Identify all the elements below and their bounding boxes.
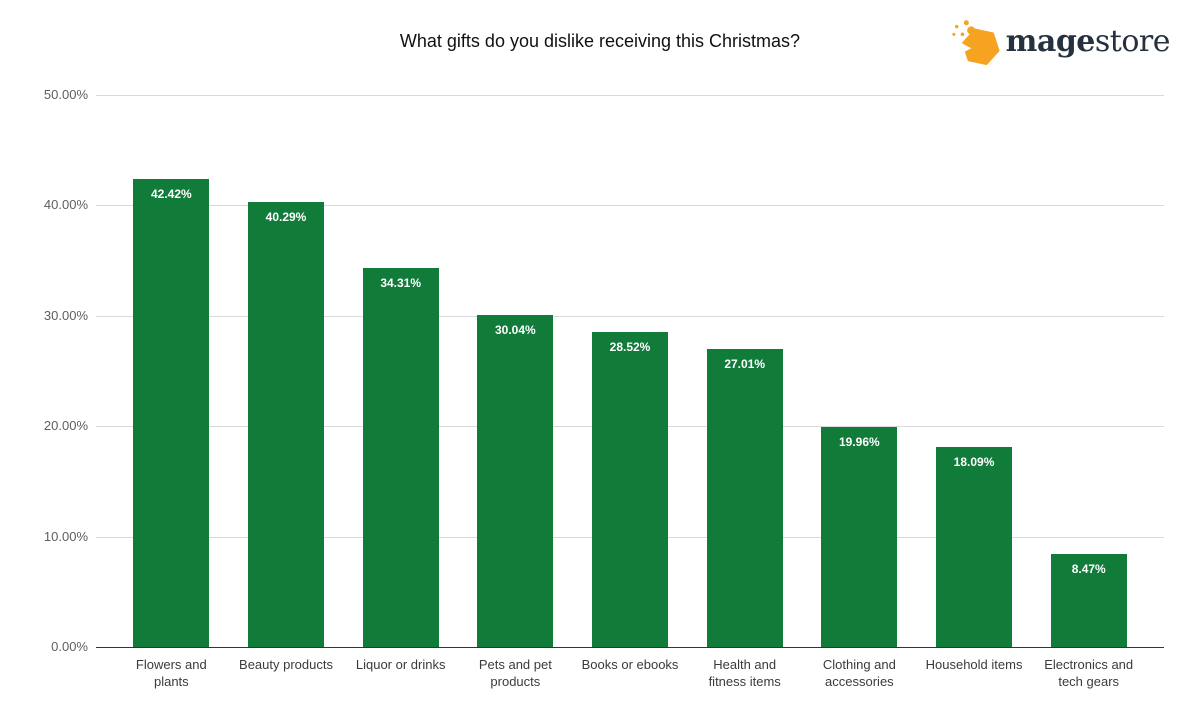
bar-value-label: 34.31%: [380, 276, 422, 291]
magestore-hexagon-icon: [951, 20, 1000, 66]
magestore-logo-text: magestore: [1005, 24, 1171, 59]
bar-series: 42.42% 40.29% 34.31% 30.04% 28.52% 27.01% 19.9…: [96, 95, 1164, 647]
y-tick-label: 10.00%: [43, 528, 88, 544]
bar-slot: 34.31%: [343, 95, 458, 647]
bar-slot: 40.29%: [229, 95, 344, 647]
bar-value-label: 27.01%: [724, 356, 766, 371]
x-category-label: Liquor or drinks: [355, 657, 446, 672]
y-tick-label: 20.00%: [43, 418, 88, 434]
bar: 40.29%: [248, 202, 324, 647]
gridline: [96, 315, 1164, 317]
plot-area: 42.42% 40.29% 34.31% 30.04% 28.52% 27.01% 19.9…: [96, 95, 1164, 648]
bar-slot: 18.09%: [917, 95, 1032, 647]
bar-slot: 8.47%: [1031, 95, 1146, 647]
bar: 28.52%: [592, 332, 669, 647]
x-category-label: Clothing and accessories: [822, 657, 896, 689]
x-category-label: Health and fitness items: [708, 657, 781, 689]
bar-slot: 42.42%: [114, 95, 229, 647]
x-category-label: Flowers and plants: [135, 657, 207, 689]
x-category-label: Books or ebooks: [581, 657, 679, 672]
bar-value-label: 19.96%: [839, 434, 880, 449]
y-tick-label: 30.00%: [43, 307, 88, 323]
y-tick-label: 40.00%: [43, 197, 88, 213]
bar-value-label: 18.09%: [953, 455, 995, 470]
logo-text-light: store: [1094, 24, 1171, 59]
bar-value-label: 28.52%: [609, 340, 651, 355]
y-tick-label: 50.00%: [43, 87, 88, 102]
magestore-logo: magestore: [948, 16, 1171, 68]
bar-value-label: 30.04%: [494, 323, 536, 338]
bar: 18.09%: [936, 447, 1013, 647]
x-category-label: Household items: [925, 657, 1023, 672]
bar-value-label: 40.29%: [265, 210, 307, 225]
bar-slot: 19.96%: [802, 95, 917, 647]
bar-value-label: 42.42%: [150, 186, 192, 201]
gridline: [96, 95, 1164, 96]
bar: 8.47%: [1050, 553, 1127, 647]
y-tick-label: 0.00%: [51, 639, 88, 654]
bar-slot: 27.01%: [687, 95, 802, 647]
y-axis-labels: 50.00% 40.00% 30.00% 20.00% 10.00% 0.00%: [0, 0, 88, 726]
bar-slot: 30.04%: [458, 95, 573, 647]
x-axis-labels: Flowers and plants Beauty products Liquor …: [96, 656, 1164, 690]
bar: 30.04%: [477, 315, 554, 647]
bar: 19.96%: [821, 426, 898, 647]
x-category-label: Electronics and tech gears: [1044, 657, 1134, 689]
bar: 27.01%: [706, 348, 783, 647]
x-axis-baseline: [96, 647, 1164, 648]
x-category-label: Beauty products: [239, 657, 333, 672]
bar-value-label: 8.47%: [1071, 561, 1106, 576]
chart-title: What gifts do you dislike receiving this…: [399, 31, 801, 51]
bar: 42.42%: [133, 178, 210, 647]
bar: 34.31%: [362, 268, 439, 647]
x-category-label: Pets and pet products: [478, 657, 552, 689]
gridline: [96, 205, 1164, 207]
logo-text-bold: mage: [1005, 24, 1096, 59]
bar-slot: 28.52%: [573, 95, 688, 647]
